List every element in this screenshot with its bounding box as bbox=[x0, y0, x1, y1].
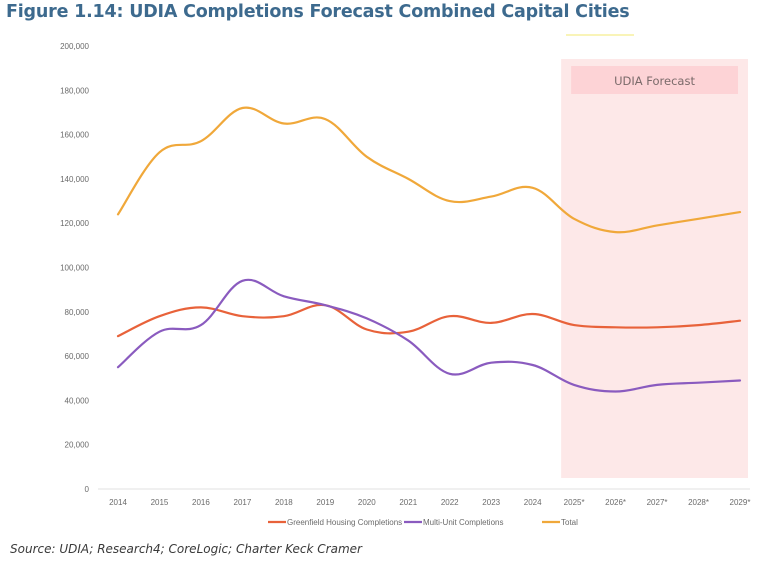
y-tick-label: 20,000 bbox=[65, 441, 90, 450]
legend-label: Greenfield Housing Completions bbox=[287, 518, 402, 527]
x-tick-label: 2020 bbox=[358, 498, 376, 507]
x-tick-label: 2027* bbox=[647, 498, 668, 507]
x-tick-label: 2017 bbox=[234, 498, 252, 507]
x-tick-label: 2024 bbox=[524, 498, 542, 507]
x-tick-label: 2019 bbox=[316, 498, 334, 507]
y-tick-label: 0 bbox=[85, 485, 90, 494]
y-tick-label: 80,000 bbox=[65, 308, 90, 317]
x-tick-label: 2029* bbox=[730, 498, 751, 507]
legend-label: Total bbox=[561, 518, 578, 527]
series-line-total bbox=[116, 106, 742, 234]
x-tick-label: 2015 bbox=[151, 498, 169, 507]
y-tick-label: 60,000 bbox=[65, 352, 90, 361]
x-tick-label: 2014 bbox=[109, 498, 127, 507]
forecast-label-box bbox=[571, 66, 738, 94]
y-tick-label: 160,000 bbox=[60, 131, 89, 140]
forecast-label: UDIA Forecast bbox=[614, 74, 695, 88]
line-chart: UDIA Forecast 0 20,000 40,000 60,000 80,000 1… bbox=[60, 34, 751, 527]
x-tick-label: 2025* bbox=[564, 498, 585, 507]
legend-label: Multi-Unit Completions bbox=[423, 518, 503, 527]
x-tick-label: 2023 bbox=[482, 498, 500, 507]
y-tick-label: 40,000 bbox=[65, 396, 90, 405]
x-tick-label: 2022 bbox=[441, 498, 459, 507]
x-tick-label: 2021 bbox=[399, 498, 417, 507]
series-line-multi-unit-completions bbox=[116, 278, 742, 393]
x-tick-label: 2016 bbox=[192, 498, 210, 507]
forecast-region bbox=[561, 59, 748, 478]
y-tick-label: 140,000 bbox=[60, 175, 89, 184]
y-tick-label: 100,000 bbox=[60, 264, 89, 273]
figure-title: Figure 1.14: UDIA Completions Forecast C… bbox=[6, 2, 630, 22]
series-line-greenfield-housing-completions bbox=[116, 303, 742, 338]
y-tick-label: 180,000 bbox=[60, 86, 89, 95]
y-tick-label: 120,000 bbox=[60, 219, 89, 228]
x-tick-label: 2028* bbox=[688, 498, 709, 507]
x-tick-label: 2026* bbox=[605, 498, 626, 507]
y-tick-label: 200,000 bbox=[60, 42, 89, 51]
x-tick-label: 2018 bbox=[275, 498, 293, 507]
source-note: Source: UDIA; Research4; CoreLogic; Char… bbox=[10, 542, 362, 556]
